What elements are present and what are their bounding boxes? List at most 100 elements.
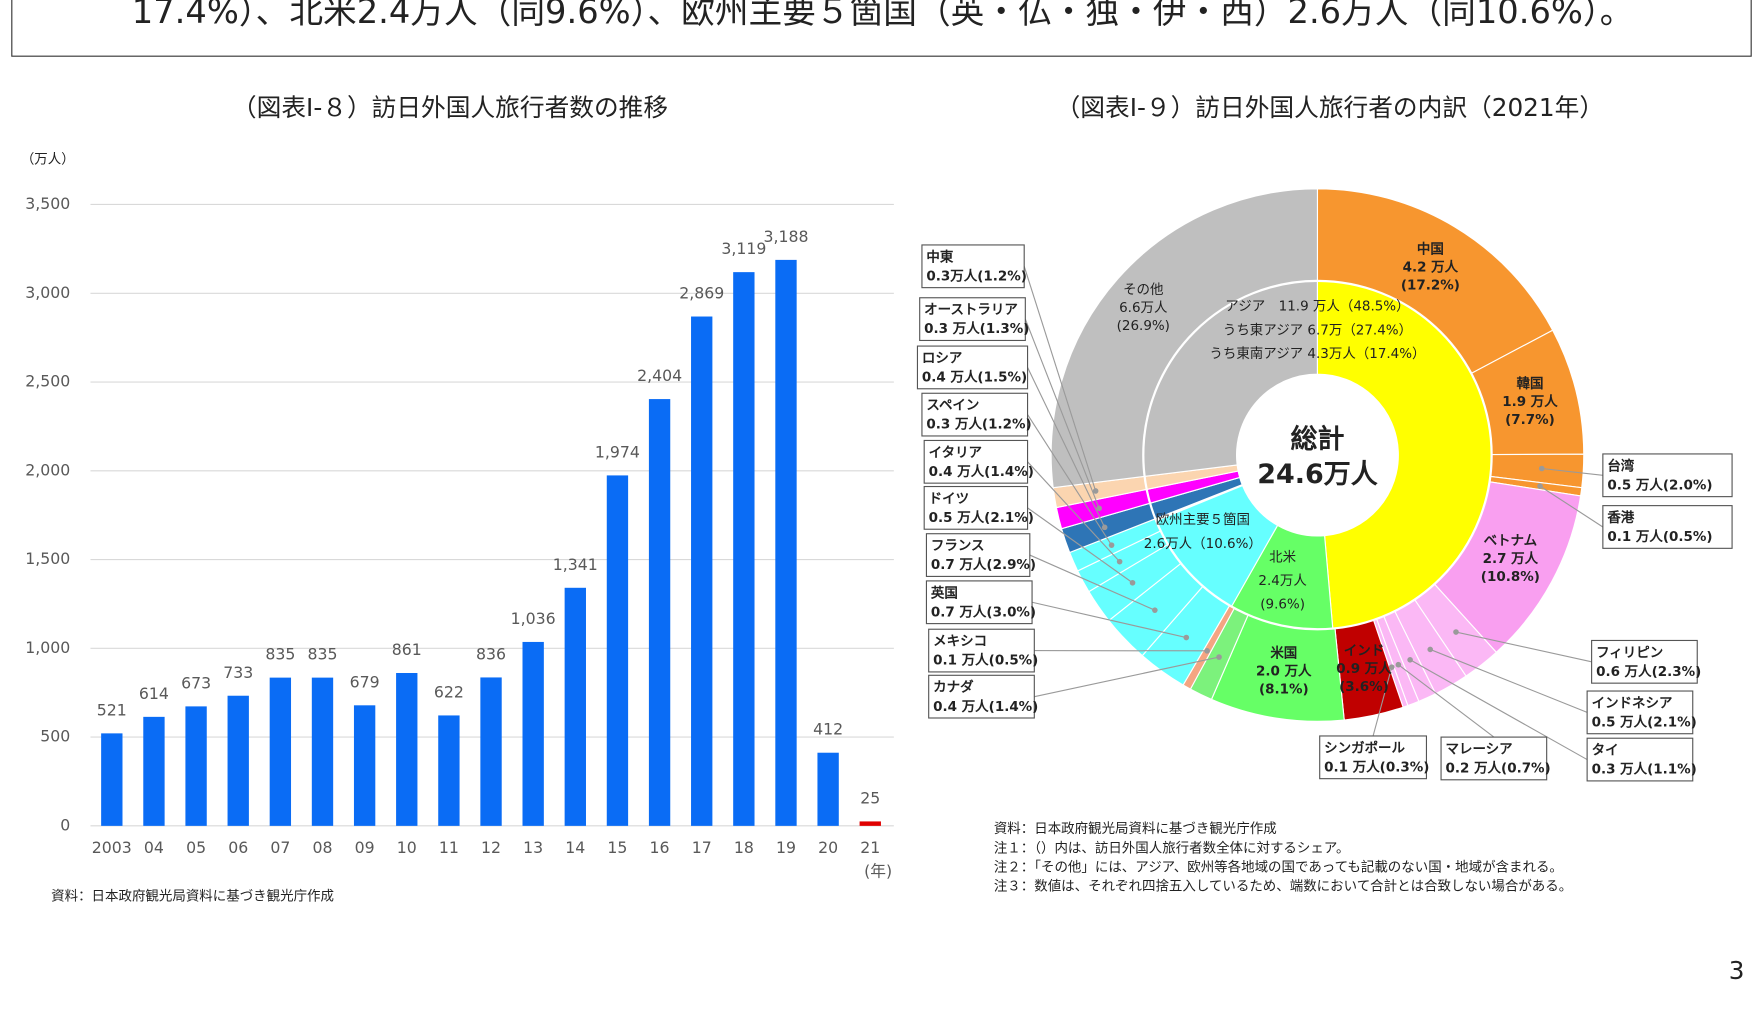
value-label: 0.3 万人 (1592, 762, 1648, 778)
value-label: 0.4 万人 (933, 699, 989, 715)
segment-name: カナダ (933, 679, 974, 696)
bar (480, 677, 502, 826)
leader-line (1372, 667, 1393, 737)
segment-label: 韓国 (1517, 375, 1544, 392)
value-label: 835 (265, 645, 295, 664)
leader-line (1541, 467, 1603, 476)
bar (859, 821, 881, 826)
segment-value: 0.3 万人(1.3%) (924, 321, 1029, 337)
share-label: (1.2%) (977, 268, 1027, 284)
value-label: 733 (223, 663, 253, 682)
bar (396, 673, 418, 826)
segment-value: 0.1 万人(0.3%) (1324, 759, 1429, 775)
label-box (1591, 639, 1698, 684)
label-box (1586, 737, 1694, 782)
label-box (923, 439, 1029, 484)
note: 注３：数値は、それぞれ四捨五入しているため、端数において合計とは合致しない場合が… (994, 879, 1572, 895)
segment-value: 0.5 万人(2.0%) (1607, 477, 1712, 493)
x-tick-label: 08 (312, 838, 332, 857)
note: 資料：日本政府観光局資料に基づき観光庁作成 (994, 820, 1277, 837)
inner-label: うち東アジア 6.7万（27.4%） (1223, 322, 1412, 338)
ring-divider (1142, 279, 1493, 631)
label-box (919, 297, 1026, 342)
center-label: 総計 (1290, 423, 1344, 455)
label-box (923, 485, 1029, 530)
leader-dot (1407, 656, 1413, 663)
segment-name: イタリア (929, 445, 982, 461)
leader-line (1027, 367, 1106, 528)
inner-label: 2.6万人（10.6%） (1144, 536, 1262, 552)
value-label: 622 (434, 682, 464, 701)
bar (691, 316, 713, 826)
value-label: 1,036 (511, 609, 556, 628)
x-tick-label: 05 (186, 838, 206, 857)
segment-value: 0.5 万人(2.1%) (1592, 714, 1697, 730)
value-label: 1,341 (553, 555, 598, 574)
share-label: (0.3%) (1380, 759, 1430, 775)
leader-line (1023, 266, 1097, 492)
label-box (928, 674, 1035, 719)
value-label: 412 (813, 720, 843, 739)
segment-value: 0.4 万人(1.4%) (929, 464, 1034, 480)
segment-name: マレーシア (1446, 741, 1513, 757)
leader-dot (1108, 542, 1115, 548)
share-label: (2.3%) (1652, 664, 1702, 680)
value-label: 521 (97, 700, 127, 719)
leader-line (1455, 631, 1592, 663)
segment-value: 0.4 万人(1.4%) (933, 699, 1038, 715)
label-box (1602, 505, 1733, 549)
value-label: 1,974 (595, 442, 640, 461)
bar (227, 695, 249, 826)
x-tick-label: 20 (818, 838, 838, 857)
value-label: 614 (139, 684, 169, 703)
value-label: 0.1 万人 (1607, 529, 1663, 545)
value-label: 25 (860, 788, 880, 807)
share-label: (2.1%) (1647, 714, 1697, 730)
share-label: (0.7%) (1501, 761, 1551, 777)
segment-name: オーストラリア (924, 302, 1018, 318)
leader-line (1031, 601, 1187, 639)
segment-value: 0.3 万人(1.2%) (926, 417, 1031, 433)
label-box (921, 244, 1025, 289)
bar (353, 705, 376, 826)
bar (438, 715, 460, 826)
segment-name: 中東 (926, 248, 953, 265)
value-label: 0.2 万人 (1446, 761, 1502, 777)
segment-label: (7.7%) (1505, 412, 1555, 428)
leader-line (1430, 648, 1588, 713)
value-label: 835 (307, 645, 337, 664)
leader-dot (1101, 524, 1108, 531)
leader-line (1034, 656, 1220, 698)
bar (564, 587, 586, 826)
segment-name: シンガポール (1324, 739, 1405, 756)
segment-label: ベトナム (1484, 533, 1537, 549)
value-label: 0.5 万人 (1592, 714, 1648, 730)
share-label: (1.3%) (980, 321, 1030, 337)
share-label: (1.2%) (982, 417, 1032, 433)
center-hole (1236, 374, 1399, 536)
segment-value: 0.3万人(1.2%) (926, 268, 1026, 284)
leader-dot (1129, 579, 1136, 586)
x-tick-label: 2003 (92, 838, 132, 857)
value-label: 836 (476, 644, 506, 663)
inner-label: うち東南アジア 4.3万人（17.4%） (1209, 346, 1425, 362)
y-tick-label: 2,500 (25, 372, 70, 391)
x-tick-label: 18 (734, 838, 754, 857)
x-tick-label: 04 (144, 838, 164, 857)
leader-line (1409, 659, 1588, 761)
share-label: (1.1%) (1647, 762, 1697, 778)
share-label: (0.5%) (1663, 529, 1713, 545)
segment-label: (10.8%) (1481, 569, 1540, 585)
x-tick-label: 07 (270, 838, 290, 857)
value-label: 0.5 万人 (929, 510, 985, 526)
x-tick-label: 10 (397, 838, 417, 857)
bar (606, 475, 629, 826)
inner-label: 欧州主要５箇国 (1156, 511, 1250, 528)
value-label: 0.7 万人 (931, 604, 987, 620)
value-label: 0.1 万人 (1324, 759, 1380, 775)
leader-dot (1538, 465, 1545, 472)
segment-value: 0.6 万人(2.3%) (1596, 664, 1701, 680)
leader-dot (1427, 646, 1434, 653)
label-box (1586, 690, 1694, 735)
